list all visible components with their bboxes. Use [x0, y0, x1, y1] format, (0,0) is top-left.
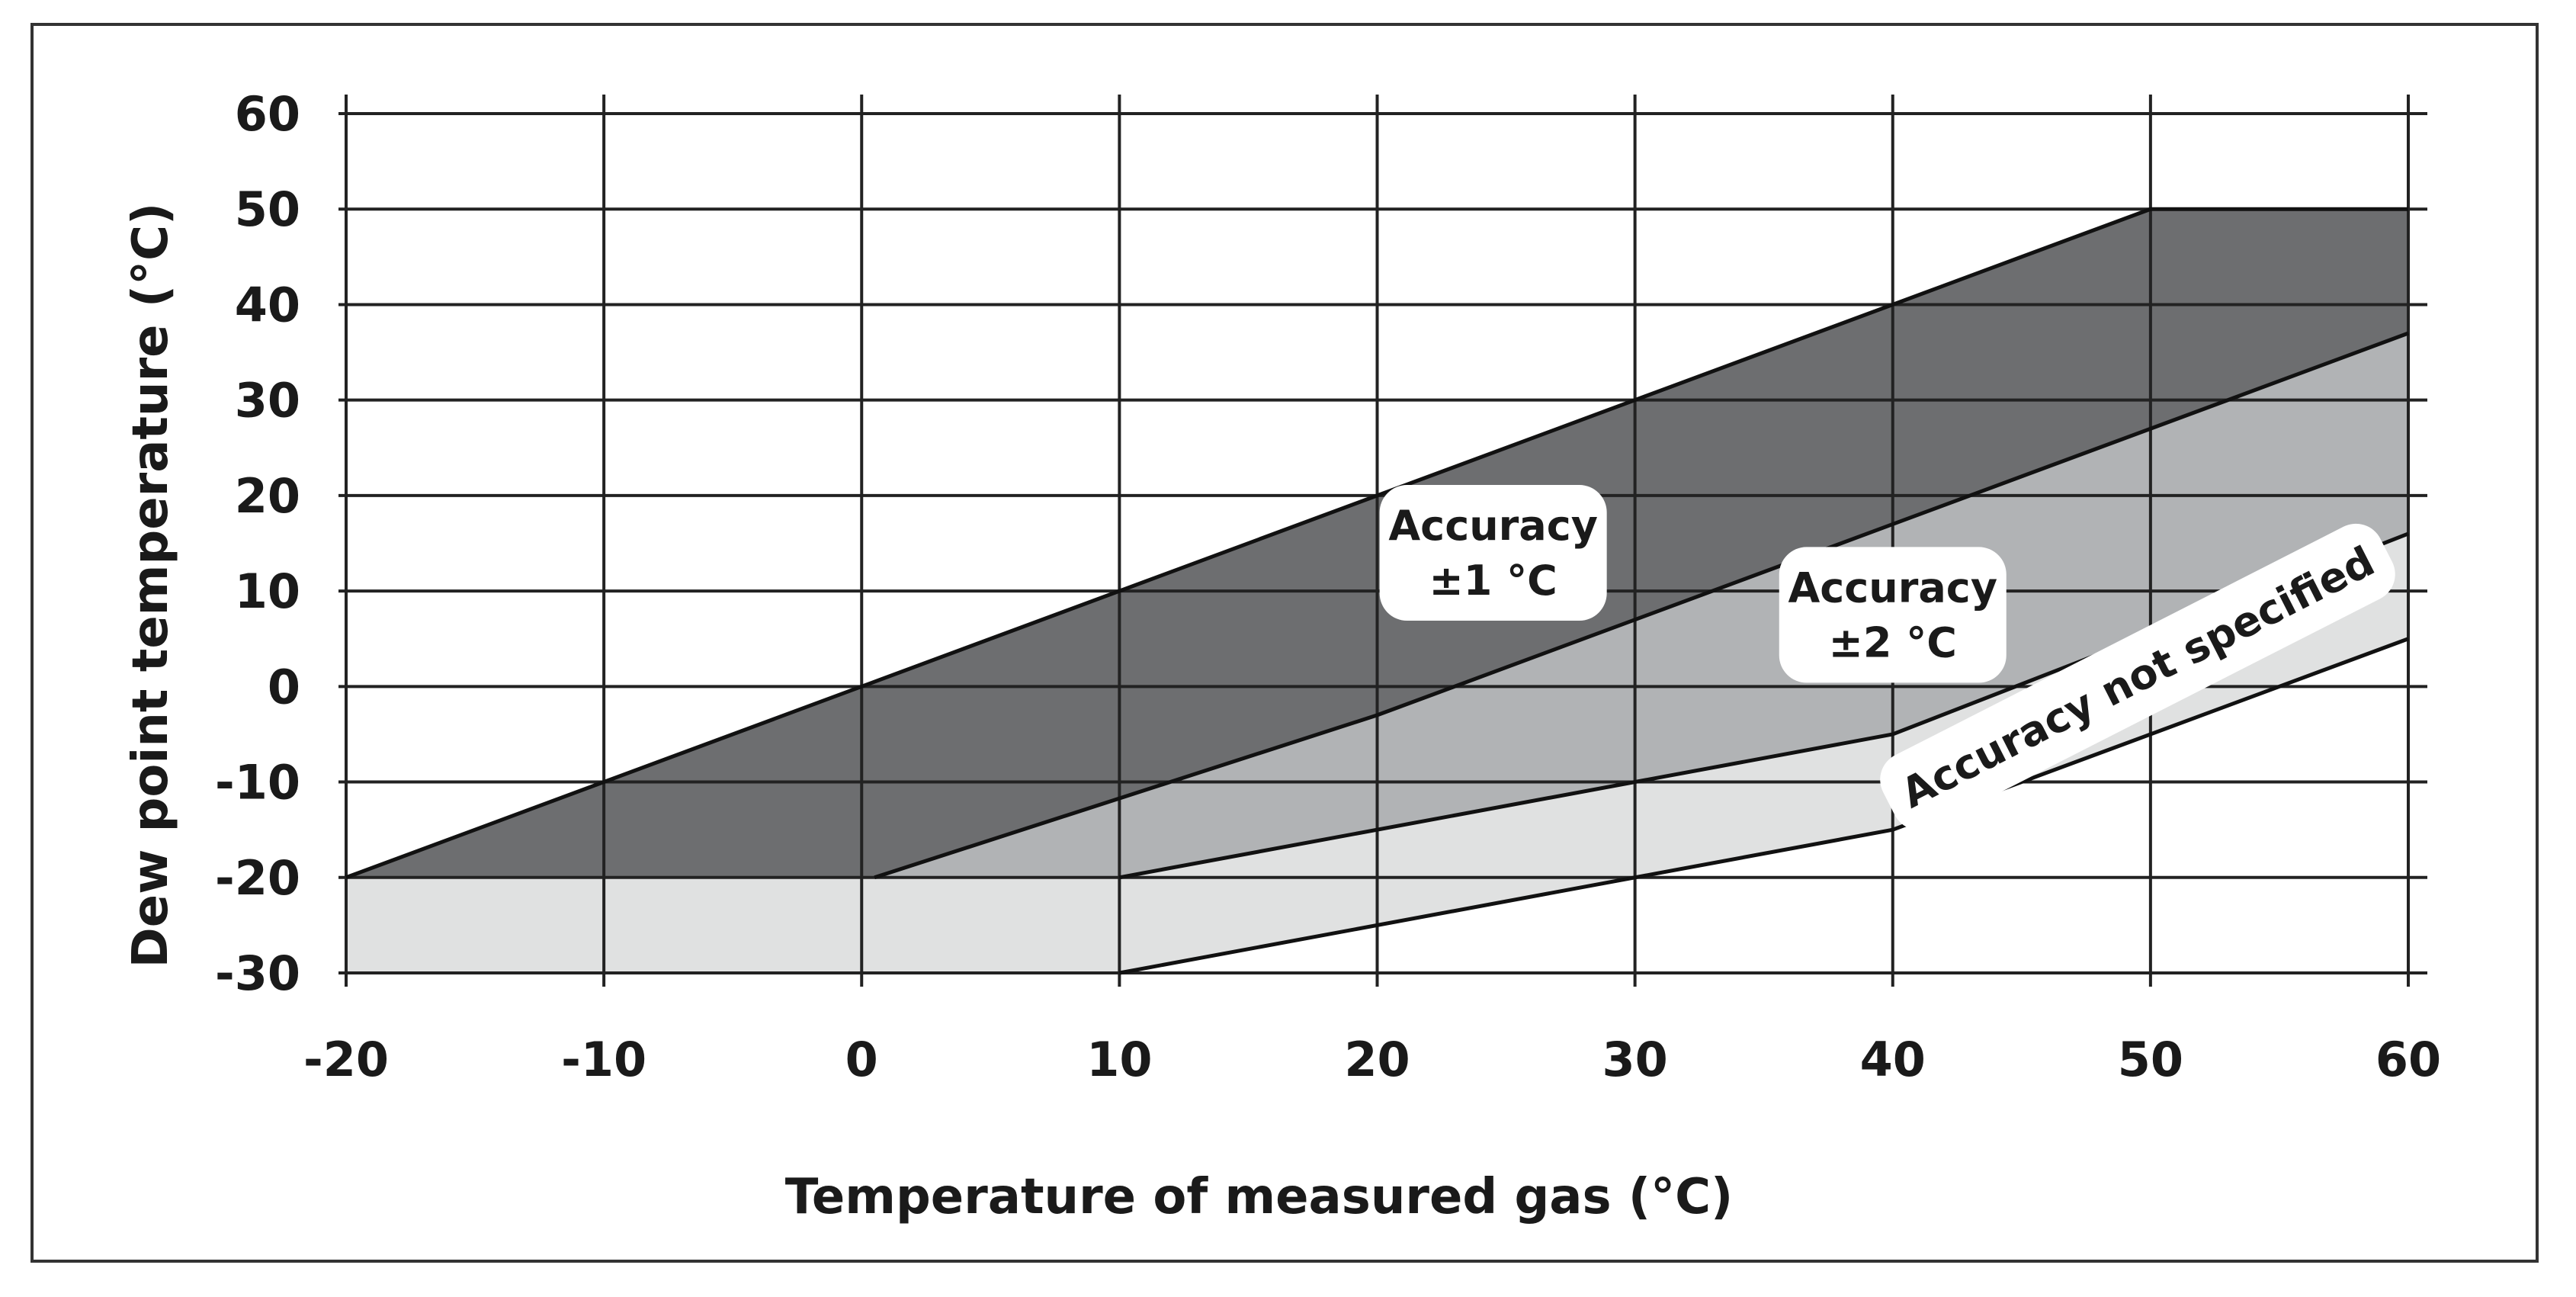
x-tick-label: 40 — [1860, 1032, 1926, 1087]
annotation-label-line: Accuracy — [1788, 563, 1997, 612]
x-tick-label: -20 — [303, 1032, 389, 1087]
x-tick-label: 30 — [1602, 1032, 1667, 1087]
y-tick-label: 20 — [235, 468, 300, 524]
grid-layer — [338, 95, 2427, 987]
y-tick-label: 0 — [268, 659, 300, 714]
x-axis-title: Temperature of measured gas (°C) — [785, 1169, 1734, 1225]
y-tick-label: -20 — [215, 850, 300, 906]
x-tick-label: 60 — [2376, 1032, 2441, 1087]
region-boundary-line — [1118, 637, 2409, 975]
x-tick-label: -10 — [561, 1032, 646, 1087]
annotation-accuracy-2-c: Accuracy ±2 °C — [1779, 547, 2007, 683]
region-boundary-line — [345, 207, 2408, 880]
y-tick-label: 10 — [235, 563, 300, 619]
x-tick-label: 20 — [1344, 1032, 1410, 1087]
y-tick-label: -30 — [215, 945, 300, 1001]
annotation-label-line: ±2 °C — [1829, 618, 1957, 666]
x-tick-label: 50 — [2118, 1032, 2183, 1087]
annotation-label-line: Accuracy — [1388, 502, 1598, 550]
annotation-label-background — [1880, 523, 2395, 830]
x-tick-label: 10 — [1086, 1032, 1152, 1087]
tick-labels-layer: -20 -10 0 10 20 30 40 50 606050403020100-10-20-3… — [215, 86, 2441, 1087]
y-tick-label: 50 — [235, 181, 300, 237]
y-tick-label: -10 — [215, 755, 300, 811]
annotation-label-background — [1379, 485, 1607, 621]
annotation-label-background — [1779, 547, 2007, 683]
y-tick-label: 40 — [235, 277, 300, 332]
chart-frame: -20 -10 0 10 20 30 40 50 60 60 50 40 30 20 10 0 -10 -20 -3… — [30, 23, 2539, 1263]
y-tick-label: 30 — [235, 373, 300, 429]
annotation-accuracy-1-c: Accuracy ±1 °C — [1379, 485, 1607, 621]
x-tick-label: 0 — [845, 1032, 878, 1087]
annotation-label-line: ±1 °C — [1429, 557, 1557, 605]
dew-point-accuracy-chart: -20 -10 0 10 20 30 40 50 606050403020100-10-20-3… — [123, 86, 2441, 1225]
region-accuracy-2-c — [874, 333, 2408, 878]
y-tick-label: 60 — [235, 86, 300, 142]
y-axis-title: Dew point temperature (°C) — [123, 203, 179, 968]
region-boundary-line — [874, 331, 2409, 880]
